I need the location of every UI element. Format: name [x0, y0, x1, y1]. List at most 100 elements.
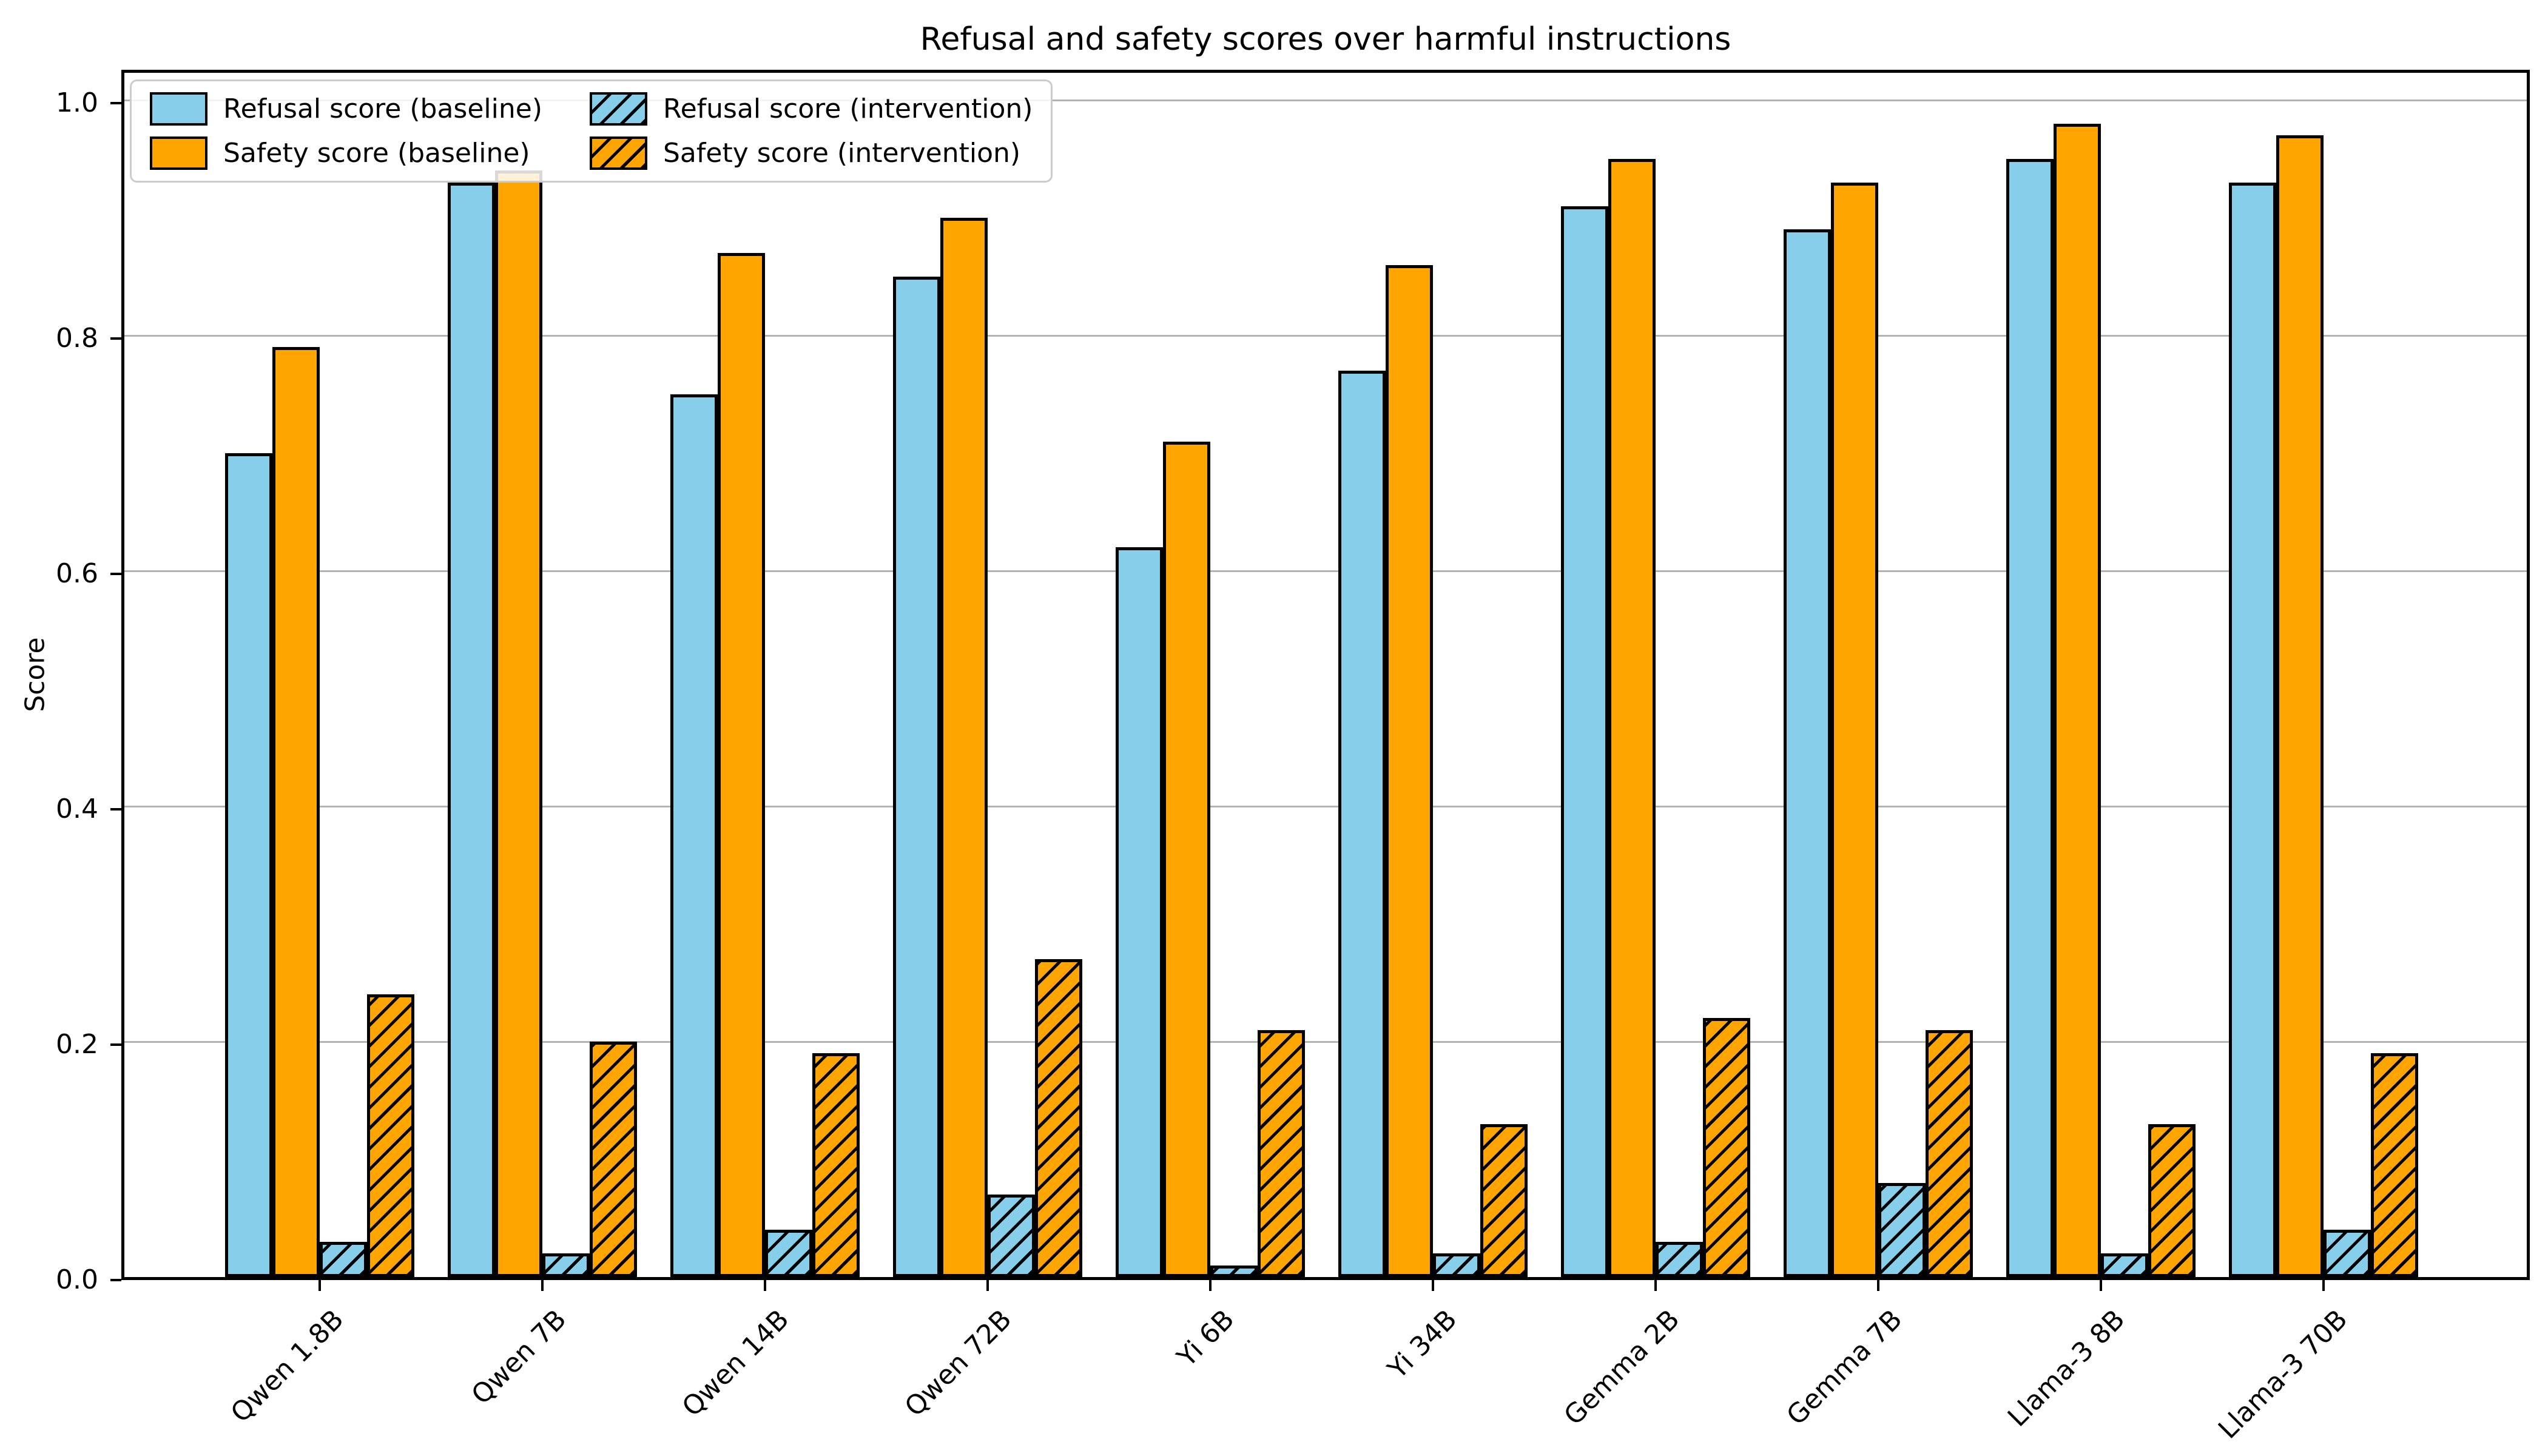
legend-label: Refusal score (baseline) — [223, 93, 542, 124]
chart-title: Refusal and safety scores over harmful i… — [920, 21, 1731, 58]
bar — [1561, 206, 1608, 1277]
x-tick-label: Qwen 1.8B — [224, 1304, 350, 1429]
legend: Refusal score (baseline) Safety score (ba… — [130, 79, 1053, 183]
x-tick-label: Gemma 2B — [1558, 1304, 1686, 1432]
bar — [542, 1253, 590, 1277]
y-tick-label: 1.0 — [56, 87, 98, 118]
bar — [2276, 135, 2324, 1277]
bar — [272, 347, 320, 1277]
bar-group — [448, 73, 637, 1277]
bar-group — [225, 73, 414, 1277]
bar — [670, 394, 718, 1277]
bar — [1926, 1030, 1973, 1277]
bar — [2054, 123, 2101, 1277]
legend-label: Safety score (baseline) — [223, 138, 530, 169]
y-tick-label: 0.4 — [56, 794, 98, 824]
legend-label: Refusal score (intervention) — [662, 93, 1033, 124]
legend-item: Refusal score (baseline) — [150, 92, 542, 126]
y-tick-mark — [110, 337, 121, 340]
legend-item: Refusal score (intervention) — [589, 92, 1033, 126]
x-tick-label: Yi 6B — [1171, 1304, 1241, 1373]
y-tick-mark — [110, 573, 121, 575]
x-tick-label: Qwen 14B — [676, 1304, 795, 1423]
bar — [2101, 1253, 2148, 1277]
bar — [1480, 1124, 1528, 1277]
x-tick-mark — [318, 1280, 321, 1291]
x-tick-mark — [541, 1280, 544, 1291]
bar — [940, 218, 988, 1277]
y-axis-label: Score — [19, 637, 51, 712]
y-tick-mark — [110, 1279, 121, 1281]
y-tick-mark — [110, 808, 121, 811]
legend-swatch — [589, 92, 647, 126]
x-tick-mark — [2100, 1280, 2102, 1291]
bar — [2148, 1124, 2196, 1277]
x-tick-label: Gemma 7B — [1781, 1304, 1909, 1432]
legend-item: Safety score (baseline) — [150, 136, 542, 170]
bar-group — [2229, 73, 2418, 1277]
bar — [1784, 229, 1831, 1277]
x-tick-label: Yi 34B — [1381, 1304, 1463, 1385]
bar — [1433, 1253, 1480, 1277]
x-tick-label: Llama-3 70B — [2213, 1304, 2354, 1445]
y-tick-mark — [110, 1043, 121, 1046]
plot-area: Refusal score (baseline) Safety score (ba… — [121, 70, 2530, 1280]
bar-group — [2006, 73, 2196, 1277]
gridline — [124, 806, 2527, 807]
y-tick-label: 0.6 — [56, 558, 98, 589]
bar-group — [1784, 73, 1973, 1277]
bar — [2229, 182, 2276, 1277]
legend-swatch — [150, 92, 207, 126]
x-tick-label: Qwen 7B — [465, 1304, 573, 1411]
legend-item: Safety score (intervention) — [589, 136, 1033, 170]
legend-swatch — [589, 136, 647, 170]
x-tick-mark — [764, 1280, 766, 1291]
gridline — [124, 99, 2527, 101]
bar-group — [893, 73, 1082, 1277]
x-tick-mark — [1209, 1280, 1212, 1291]
y-tick-label: 0.8 — [56, 323, 98, 354]
bar — [2371, 1053, 2418, 1277]
gridline — [124, 1041, 2527, 1043]
bar — [1163, 441, 1210, 1277]
bar — [1878, 1182, 1926, 1277]
y-tick-mark — [110, 102, 121, 104]
bar — [1338, 371, 1386, 1277]
x-tick-mark — [2322, 1280, 2325, 1291]
bar — [988, 1195, 1035, 1277]
bar-group — [670, 73, 860, 1277]
bar — [893, 277, 940, 1277]
x-tick-label: Qwen 72B — [898, 1304, 1018, 1423]
bar-group — [1561, 73, 1750, 1277]
bar — [765, 1230, 812, 1277]
y-tick-label: 0.2 — [56, 1029, 98, 1060]
gridline — [124, 570, 2527, 572]
x-tick-mark — [1654, 1280, 1657, 1291]
gridline — [124, 335, 2527, 337]
bar — [1656, 1241, 1703, 1277]
bar-group — [1338, 73, 1528, 1277]
bar — [367, 994, 414, 1277]
bar — [320, 1241, 367, 1277]
bar — [812, 1053, 860, 1277]
bar — [1703, 1018, 1750, 1277]
x-tick-label: Llama-3 8B — [2001, 1304, 2131, 1433]
bar — [1831, 182, 1878, 1277]
x-tick-mark — [1877, 1280, 1879, 1291]
x-tick-mark — [1432, 1280, 1434, 1291]
bar — [590, 1042, 637, 1277]
bar — [1035, 959, 1082, 1277]
plot-inner: Refusal score (baseline) Safety score (ba… — [124, 73, 2527, 1277]
bar — [2324, 1230, 2371, 1277]
bar — [2006, 159, 2054, 1277]
bar — [225, 453, 272, 1277]
y-tick-label: 0.0 — [56, 1264, 98, 1295]
bar — [448, 182, 495, 1277]
legend-label: Safety score (intervention) — [662, 138, 1021, 169]
bar — [718, 253, 765, 1277]
legend-swatch — [150, 136, 207, 170]
bar — [1258, 1030, 1305, 1277]
bar — [495, 170, 542, 1277]
bar — [1116, 547, 1163, 1277]
bar-group — [1116, 73, 1305, 1277]
